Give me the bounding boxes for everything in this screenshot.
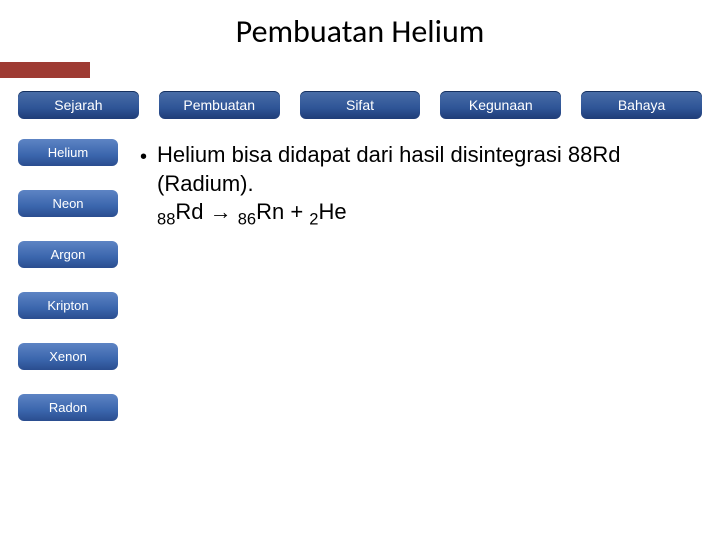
eq-t2: Rn +	[256, 199, 309, 224]
tab-bahaya[interactable]: Bahaya	[581, 91, 702, 119]
tab-sifat[interactable]: Sifat	[300, 91, 421, 119]
eq-sub1: 88	[157, 211, 175, 229]
sidebar-item-kripton[interactable]: Kripton	[18, 292, 118, 319]
sidebar-item-helium[interactable]: Helium	[18, 139, 118, 166]
bullet-dot: •	[140, 141, 147, 170]
sidebar-item-radon[interactable]: Radon	[18, 394, 118, 421]
tab-kegunaan[interactable]: Kegunaan	[440, 91, 561, 119]
page-title: Pembuatan Helium	[0, 0, 720, 59]
accent-bar	[0, 62, 90, 78]
eq-t3: He	[318, 199, 346, 224]
tab-sejarah[interactable]: Sejarah	[18, 91, 139, 119]
tab-pembuatan[interactable]: Pembuatan	[159, 91, 280, 119]
tab-bar: Sejarah Pembuatan Sifat Kegunaan Bahaya	[0, 69, 720, 119]
sidebar-item-neon[interactable]: Neon	[18, 190, 118, 217]
bullet-text: Helium bisa didapat dari hasil disintegr…	[157, 141, 702, 231]
eq-sub2: 86	[238, 211, 256, 229]
eq-t1: Rd →	[175, 199, 237, 224]
content-line1: Helium bisa didapat dari hasil disintegr…	[157, 142, 620, 196]
sidebar-item-xenon[interactable]: Xenon	[18, 343, 118, 370]
sidebar-item-argon[interactable]: Argon	[18, 241, 118, 268]
bullet-item: • Helium bisa didapat dari hasil disinte…	[140, 141, 702, 231]
sidebar: Helium Neon Argon Kripton Xenon Radon	[18, 139, 118, 421]
content: • Helium bisa didapat dari hasil disinte…	[140, 139, 702, 421]
main-area: Helium Neon Argon Kripton Xenon Radon • …	[0, 119, 720, 421]
